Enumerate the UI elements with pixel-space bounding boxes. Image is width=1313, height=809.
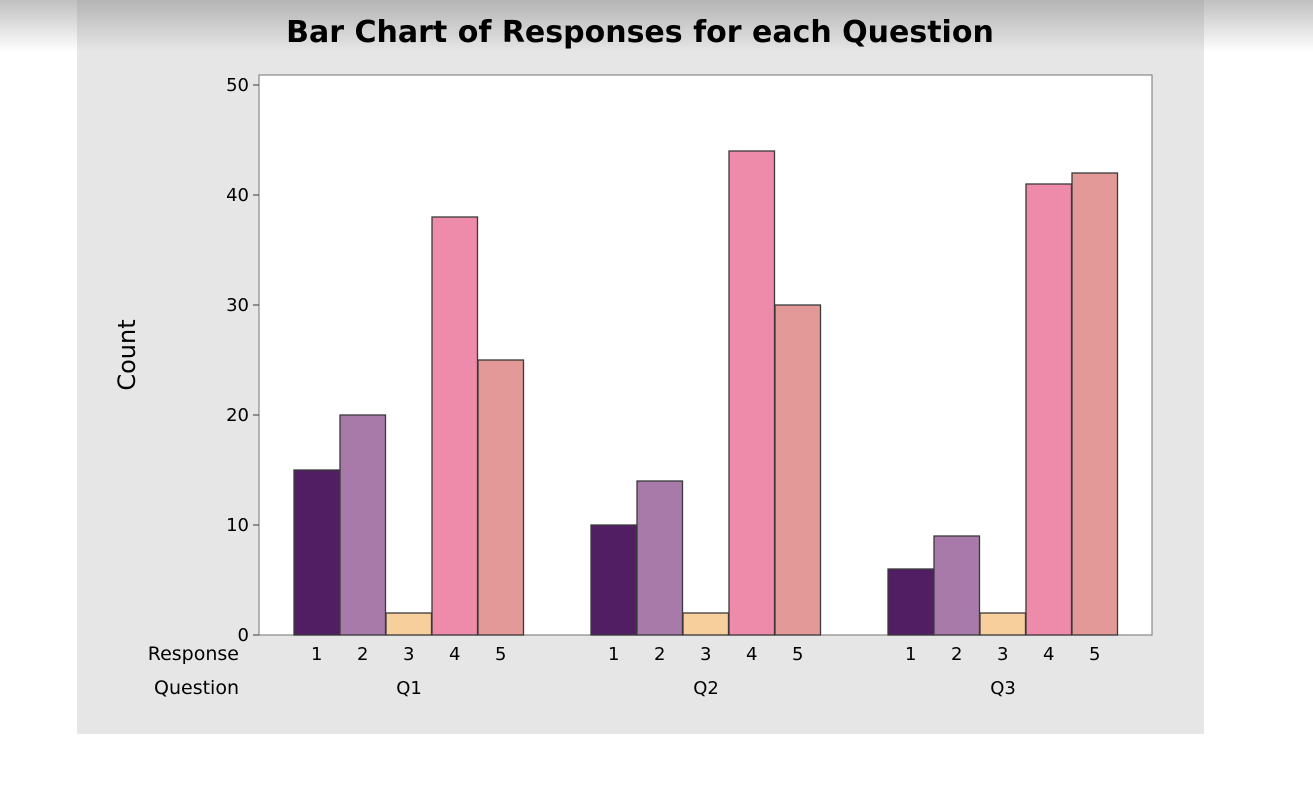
bar-q1-response-4 [431, 216, 479, 636]
response-tick-label-q1-2: 2 [357, 644, 368, 665]
x-axis: 1 2 3 4 5 Q1 1 2 3 4 5 Q2 1 2 3 4 5 Q3 [311, 644, 1100, 699]
bar-q1-response-5 [477, 359, 525, 636]
response-tick-label-q3-4: 4 [1043, 644, 1054, 665]
chart-title: Bar Chart of Responses for each Question [286, 15, 994, 50]
bar-q3-response-1 [887, 568, 935, 636]
y-tick-label-30: 30 [226, 295, 249, 316]
bar-q2-response-5 [774, 304, 822, 636]
bar-q1-response-2 [339, 414, 387, 636]
bar-q3-response-4 [1025, 183, 1073, 636]
response-tick-label-q2-3: 3 [700, 644, 711, 665]
bar-q2-response-1 [590, 524, 638, 636]
bar-q3-response-2 [933, 535, 981, 636]
response-tick-label-q3-2: 2 [951, 644, 962, 665]
response-tick-label-q3-5: 5 [1089, 644, 1100, 665]
bar-q2-response-3 [682, 612, 730, 636]
plot-area [258, 74, 1153, 636]
question-tick-label-q2: Q2 [693, 678, 719, 699]
question-tick-label-q1: Q1 [396, 678, 422, 699]
response-tick-label-q1-3: 3 [403, 644, 414, 665]
bar-q2-response-2 [636, 480, 684, 636]
y-tick-label-10: 10 [226, 515, 249, 536]
y-tick-label-50: 50 [226, 75, 249, 96]
question-tick-label-q3: Q3 [990, 678, 1016, 699]
response-tick-label-q2-2: 2 [654, 644, 665, 665]
question-row-label: Question [154, 677, 239, 699]
response-row-label: Response [148, 643, 239, 665]
y-axis: 0 10 20 30 40 50 [226, 75, 259, 646]
response-tick-label-q2-5: 5 [792, 644, 803, 665]
y-tick-label-0: 0 [238, 625, 249, 646]
y-tick-label-40: 40 [226, 185, 249, 206]
bar-q3-response-3 [979, 612, 1027, 636]
bar-q2-response-4 [728, 150, 776, 636]
response-tick-label-q1-4: 4 [449, 644, 460, 665]
bar-q1-response-1 [293, 469, 341, 636]
response-tick-label-q3-1: 1 [905, 644, 916, 665]
bars-layer [293, 150, 1119, 636]
response-tick-label-q2-1: 1 [608, 644, 619, 665]
y-tick-label-20: 20 [226, 405, 249, 426]
response-tick-label-q2-4: 4 [746, 644, 757, 665]
top-shadow [0, 0, 1313, 52]
bar-q3-response-5 [1071, 172, 1119, 636]
response-tick-label-q3-3: 3 [997, 644, 1008, 665]
bar-q1-response-3 [385, 612, 433, 636]
response-tick-label-q1-5: 5 [495, 644, 506, 665]
response-tick-label-q1-1: 1 [311, 644, 322, 665]
y-axis-label: Count [113, 319, 141, 390]
